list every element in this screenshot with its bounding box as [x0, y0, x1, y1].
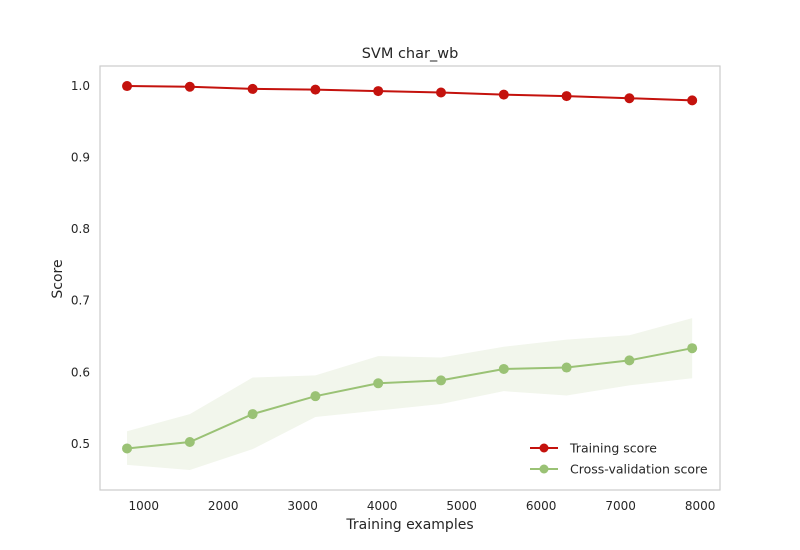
x-tick-label: 3000: [287, 499, 318, 513]
cv-score-point: [247, 409, 258, 420]
cv-score-point: [687, 343, 698, 354]
cv-score-point: [498, 363, 509, 374]
x-tick-label: 6000: [526, 499, 557, 513]
x-tick-label: 5000: [446, 499, 477, 513]
y-axis-ticks: 0.5 0.6 0.7 0.8 0.9 1.0: [71, 79, 90, 451]
cv-score-point: [184, 437, 195, 448]
legend-training-marker: [539, 443, 549, 453]
x-tick-label: 4000: [367, 499, 398, 513]
score-points: [122, 81, 698, 454]
x-tick-label: 1000: [128, 499, 159, 513]
legend-cv-marker: [539, 464, 549, 474]
y-tick-label: 0.6: [71, 365, 90, 379]
training-score-point: [310, 84, 321, 95]
training-score-point: [184, 81, 195, 92]
training-score-point: [436, 87, 446, 98]
cv-score-point: [310, 391, 321, 402]
cv-score-point: [373, 378, 384, 389]
y-axis-label: Score: [50, 259, 66, 298]
score-lines: [126, 85, 693, 450]
chart-title: SVM char_wb: [362, 46, 459, 62]
y-tick-label: 0.5: [71, 437, 90, 451]
x-axis-ticks: 1000 2000 3000 4000 5000 6000 7000 8000: [128, 499, 715, 513]
y-tick-label: 1.0: [71, 79, 90, 93]
training-score-point: [373, 86, 384, 97]
cv-score-point: [122, 443, 133, 454]
x-tick-label: 7000: [605, 499, 636, 513]
x-axis-label: Training examples: [345, 517, 473, 533]
training-score-point: [122, 81, 133, 92]
cv-score-point: [436, 375, 446, 386]
legend-cv-label: Cross-validation score: [570, 462, 708, 477]
cv-score-point: [561, 362, 572, 373]
legend-training-label: Training score: [569, 441, 657, 456]
training-score-point: [247, 83, 258, 94]
y-tick-label: 0.7: [71, 294, 90, 308]
training-score-point: [624, 93, 635, 104]
y-tick-label: 0.9: [71, 150, 90, 164]
training-score-line: [127, 85, 693, 102]
cv-score-point: [624, 355, 635, 366]
training-score-point: [498, 89, 509, 100]
y-tick-label: 0.8: [71, 222, 90, 236]
cv-score-band: [127, 318, 693, 470]
training-score-point: [561, 91, 572, 102]
x-tick-label: 2000: [208, 499, 239, 513]
training-score-point: [687, 95, 698, 106]
cv-score-line: [126, 347, 693, 450]
x-tick-label: 8000: [685, 499, 716, 513]
legend: Training score Cross-validation score: [530, 441, 708, 477]
